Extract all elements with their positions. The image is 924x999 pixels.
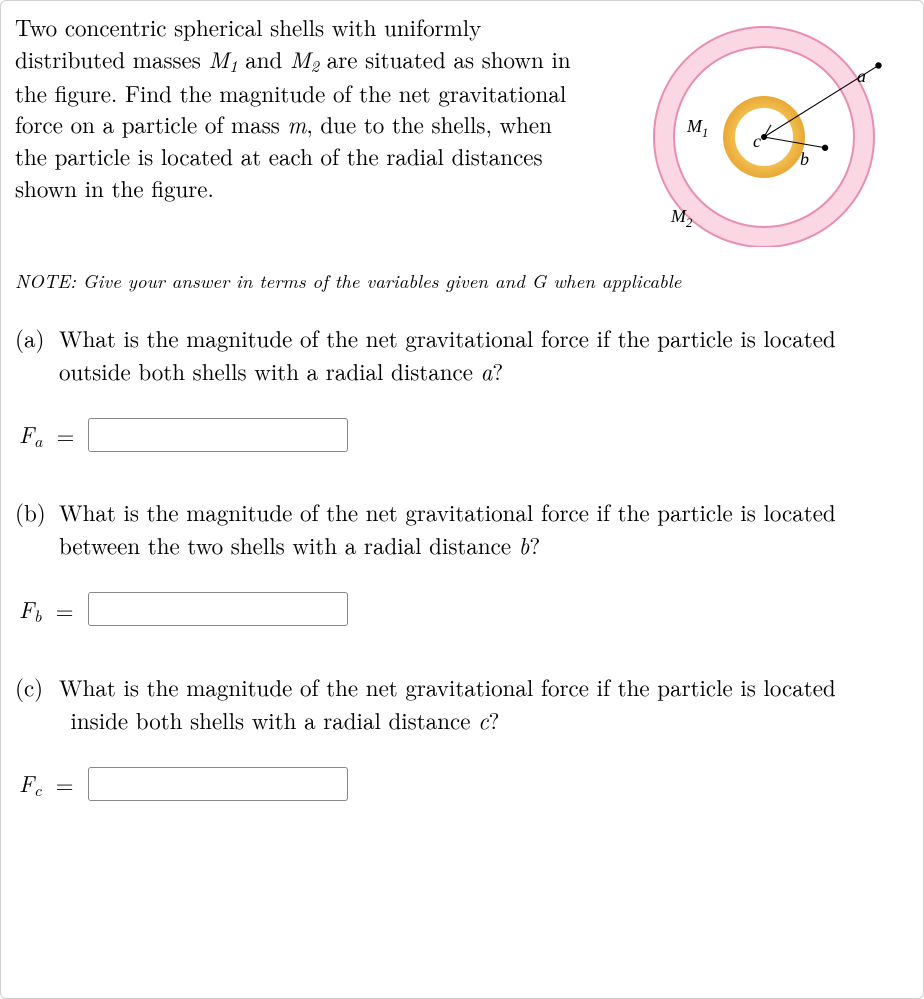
svg-text:b: b bbox=[800, 149, 809, 169]
equals-sign: = bbox=[56, 593, 74, 626]
svg-text:a: a bbox=[857, 66, 866, 86]
part-tag: (c) bbox=[15, 671, 49, 736]
part-a: (a) What is the magnitude of the net gra… bbox=[15, 322, 909, 452]
problem-page: Two concentric spherical shells with uni… bbox=[0, 0, 924, 999]
answer-input-c[interactable] bbox=[88, 767, 348, 801]
note-text: NOTE: Give your answer in terms of the v… bbox=[15, 267, 909, 294]
svg-text:c: c bbox=[753, 131, 761, 151]
answer-label-b: Fb bbox=[19, 592, 42, 627]
question-text: What is the magnitude of the net gravita… bbox=[59, 671, 909, 736]
question-b: (b) What is the magnitude of the net gra… bbox=[15, 496, 909, 561]
equals-sign: = bbox=[56, 767, 74, 800]
intro-row: Two concentric spherical shells with uni… bbox=[15, 11, 909, 247]
answer-label-a: Fa bbox=[19, 417, 43, 452]
problem-statement: Two concentric spherical shells with uni… bbox=[15, 11, 571, 247]
question-text: What is the magnitude of the net gravita… bbox=[59, 496, 909, 561]
concentric-shells-figure: M1M2abc bbox=[599, 17, 899, 247]
question-c: (c) What is the magnitude of the net gra… bbox=[15, 671, 909, 736]
answer-row-a: Fa = bbox=[19, 417, 909, 452]
part-b: (b) What is the magnitude of the net gra… bbox=[15, 496, 909, 626]
part-tag: (a) bbox=[15, 322, 49, 387]
part-tag: (b) bbox=[15, 496, 49, 561]
equals-sign: = bbox=[57, 418, 75, 451]
answer-input-a[interactable] bbox=[88, 418, 348, 452]
question-text: What is the magnitude of the net gravita… bbox=[59, 322, 909, 387]
answer-row-b: Fb = bbox=[19, 592, 909, 627]
question-a: (a) What is the magnitude of the net gra… bbox=[15, 322, 909, 387]
answer-row-c: Fc = bbox=[19, 766, 909, 801]
answer-input-b[interactable] bbox=[88, 592, 348, 626]
answer-label-c: Fc bbox=[19, 766, 42, 801]
part-c: (c) What is the magnitude of the net gra… bbox=[15, 671, 909, 801]
figure-container: M1M2abc bbox=[589, 11, 909, 247]
